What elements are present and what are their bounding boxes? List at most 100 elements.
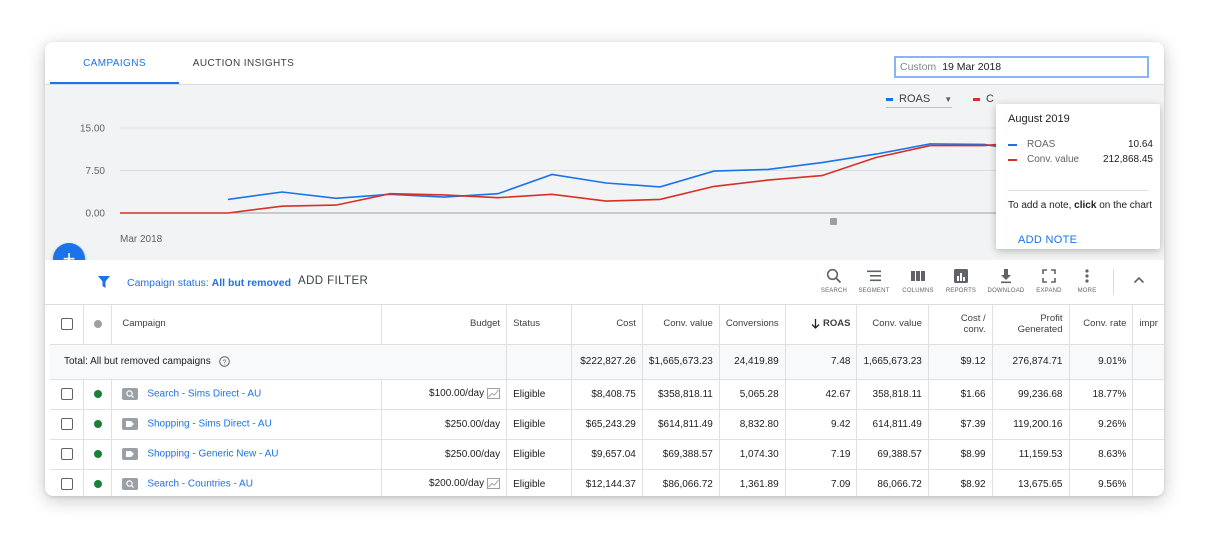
header-conv-value-2[interactable]: Conv. value <box>856 304 929 345</box>
shopping-tag-icon <box>122 418 139 430</box>
campaign-name-link[interactable]: Shopping - Generic New - AU <box>147 448 279 460</box>
date-range-picker[interactable]: Custom 19 Mar 2018 <box>894 56 1149 78</box>
conv-value-cell: $86,066.72 <box>642 469 720 496</box>
conv-value-cell: $69,388.57 <box>642 439 720 470</box>
add-filter-button[interactable]: ADD FILTER <box>298 275 369 287</box>
campaigns-table: Campaign Budget Status Cost Conv. value … <box>50 304 1164 496</box>
header-campaign[interactable]: Campaign <box>111 304 383 345</box>
cost-cell: $12,144.37 <box>571 469 643 496</box>
campaign-name-link[interactable]: Shopping - Sims Direct - AU <box>147 418 272 430</box>
series-line-roas <box>227 143 1093 201</box>
legend-metric-roas[interactable]: ROAS ▼ <box>886 93 953 108</box>
conversions-cell: 5,065.28 <box>719 379 786 410</box>
legend-label-second: C <box>986 93 994 105</box>
header-conversions[interactable]: Conversions <box>719 304 786 345</box>
tooltip-roas-value: 10.64 <box>1127 139 1153 150</box>
cost-cell: $65,243.29 <box>571 409 643 440</box>
help-icon[interactable]: ? <box>218 356 230 367</box>
header-roas[interactable]: ROAS <box>785 304 858 345</box>
table-row[interactable]: Search - Sims Direct - AU $100.00/day El… <box>50 379 1164 410</box>
budget-cell[interactable]: $200.00/day <box>381 469 508 496</box>
reports-button[interactable]: REPORTS <box>941 268 981 294</box>
columns-button[interactable]: COLUMNS <box>898 268 938 294</box>
tooltip-conv-value-value: 212,868.45 <box>1102 154 1153 165</box>
conv-rate-cell: 18.77% <box>1069 379 1134 410</box>
svg-text:?: ? <box>222 359 226 366</box>
table-row[interactable]: Shopping - Generic New - AU $250.00/day … <box>50 439 1164 470</box>
roas-cell: 9.42 <box>785 409 858 440</box>
total-conv-value: $1,665,673.23 <box>642 344 720 380</box>
status-header-dot <box>93 319 102 328</box>
profit-cell: 11,159.53 <box>992 439 1070 470</box>
search-campaign-icon <box>122 478 139 490</box>
tab-campaigns[interactable]: CAMPAIGNS <box>50 42 179 84</box>
header-impr[interactable]: impr <box>1132 304 1164 345</box>
header-conv-rate[interactable]: Conv. rate <box>1069 304 1134 345</box>
header-budget[interactable]: Budget <box>381 304 508 345</box>
row-checkbox[interactable] <box>60 388 73 400</box>
conversions-cell: 8,832.80 <box>719 409 786 440</box>
profit-cell: 99,236.68 <box>992 379 1070 410</box>
more-icon <box>1085 269 1089 283</box>
filter-icon[interactable] <box>98 276 110 288</box>
cost-per-conv-cell: $1.66 <box>928 379 993 410</box>
status-cell: Eligible <box>506 469 572 496</box>
chart-tooltip: August 2019 ROAS 10.64 Conv. value 212,8… <box>996 104 1160 249</box>
budget-chart-icon[interactable] <box>487 478 501 490</box>
segment-button[interactable]: SEGMENT <box>854 268 894 294</box>
row-checkbox[interactable] <box>60 418 73 430</box>
budget-chart-icon[interactable] <box>487 388 501 400</box>
download-button[interactable]: DOWNLOAD <box>986 268 1026 294</box>
legend-metric-second[interactable]: C <box>973 93 994 105</box>
search-button[interactable]: SEARCH <box>814 268 854 294</box>
status-enabled-dot <box>93 479 102 488</box>
budget-cell[interactable]: $250.00/day <box>381 409 508 440</box>
expand-button[interactable]: EXPAND <box>1029 268 1069 294</box>
row-checkbox[interactable] <box>60 448 73 460</box>
total-cost: $222,827.26 <box>571 344 643 380</box>
table-row[interactable]: Shopping - Sims Direct - AU $250.00/day … <box>50 409 1164 440</box>
row-checkbox[interactable] <box>60 478 73 490</box>
budget-cell[interactable]: $250.00/day <box>381 439 508 470</box>
header-cost[interactable]: Cost <box>571 304 643 345</box>
budget-cell[interactable]: $100.00/day <box>381 379 508 410</box>
status-enabled-dot <box>93 419 102 428</box>
status-cell: Eligible <box>506 379 572 410</box>
collapse-chevron-icon[interactable] <box>1132 273 1146 287</box>
date-range-label: Custom <box>900 61 937 73</box>
profit-cell: 119,200.16 <box>992 409 1070 440</box>
total-profit: 276,874.71 <box>992 344 1070 380</box>
legend-label-roas: ROAS <box>899 93 931 105</box>
header-cost-per-conv[interactable]: Cost / conv. <box>928 304 993 345</box>
campaign-name-link[interactable]: Search - Sims Direct - AU <box>147 388 262 400</box>
table-row[interactable]: Search - Countries - AU $200.00/day Elig… <box>50 469 1164 496</box>
more-button[interactable]: MORE <box>1067 268 1107 294</box>
select-all-checkbox[interactable] <box>60 317 73 330</box>
conv-value-2-cell: 358,818.11 <box>856 379 929 410</box>
add-note-button[interactable]: ADD NOTE <box>1018 234 1078 246</box>
conversions-cell: 1,361.89 <box>719 469 786 496</box>
legend-swatch-roas <box>886 97 893 101</box>
chart-range-handle <box>830 218 837 225</box>
total-row: Total: All but removed campaigns ? $222,… <box>50 344 1164 380</box>
campaign-name-link[interactable]: Search - Countries - AU <box>147 478 253 490</box>
download-icon <box>1001 269 1011 284</box>
campaign-status-filter[interactable]: Campaign status: All but removed <box>127 277 291 289</box>
header-conv-value[interactable]: Conv. value <box>642 304 720 345</box>
tab-auction-insights[interactable]: AUCTION INSIGHTS <box>192 58 295 69</box>
total-conversions: 24,419.89 <box>719 344 786 380</box>
conv-value-2-cell: 86,066.72 <box>856 469 929 496</box>
tooltip-roas-label: ROAS <box>1027 139 1056 150</box>
header-profit-generated[interactable]: Profit Generated <box>992 304 1070 345</box>
conv-rate-cell: 8.63% <box>1069 439 1134 470</box>
conv-value-2-cell: 69,388.57 <box>856 439 929 470</box>
campaigns-panel: CAMPAIGNS AUCTION INSIGHTS Custom 19 Mar … <box>45 42 1164 496</box>
cost-per-conv-cell: $8.92 <box>928 469 993 496</box>
status-enabled-dot <box>93 449 102 458</box>
header-status[interactable]: Status <box>506 304 572 345</box>
search-campaign-icon <box>122 388 139 400</box>
total-cost-per-conv: $9.12 <box>928 344 993 380</box>
total-label: Total: All but removed campaigns ? <box>50 344 382 380</box>
total-roas: 7.48 <box>785 344 858 380</box>
